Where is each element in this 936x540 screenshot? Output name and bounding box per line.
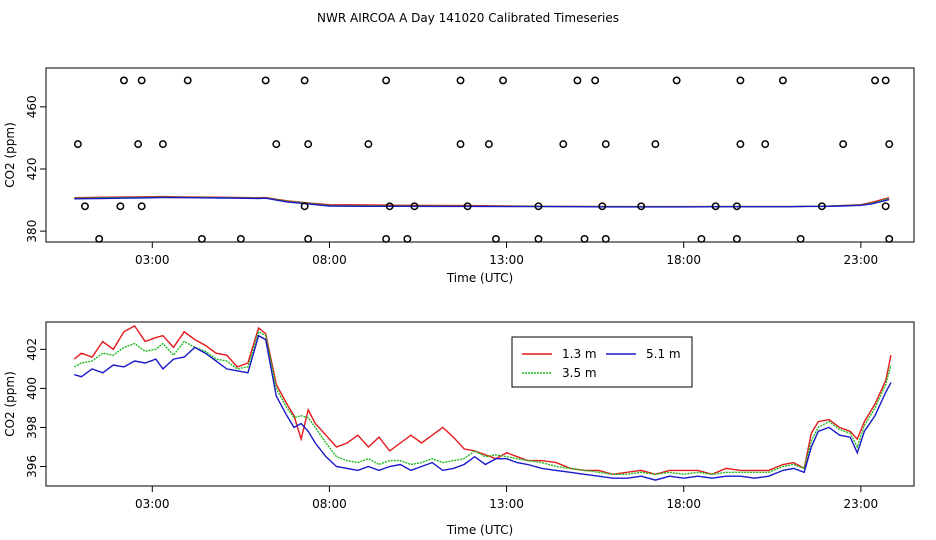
top-plot-marks bbox=[73, 76, 894, 243]
bottom-y-axis-label: CO2 (ppm) bbox=[3, 371, 17, 437]
calibration-point bbox=[382, 76, 391, 85]
y-tick-label: 460 bbox=[25, 95, 39, 118]
legend-box bbox=[511, 336, 693, 388]
x-tick-label: 08:00 bbox=[312, 497, 347, 511]
y-tick-label: 380 bbox=[25, 220, 39, 243]
series-line-1-3-m bbox=[73, 324, 892, 476]
series-line-3-5-m bbox=[73, 330, 892, 476]
calibration-point bbox=[95, 234, 104, 243]
x-tick-label: 03:00 bbox=[135, 253, 170, 267]
y-tick-label: 400 bbox=[25, 377, 39, 400]
x-tick-label: 23:00 bbox=[844, 497, 879, 511]
top-plot-frame bbox=[45, 67, 915, 243]
calibration-point bbox=[580, 234, 589, 243]
legend-label-3-5m: 3.5 m bbox=[562, 366, 597, 380]
top-panel: 03:00 08:00 13:00 18:00 23:00 380 420 460 Time … bbox=[3, 67, 915, 285]
calibration-point bbox=[839, 140, 848, 149]
x-tick-label: 18:00 bbox=[666, 497, 701, 511]
calibration-point bbox=[137, 202, 146, 211]
calibration-point bbox=[778, 76, 787, 85]
calibration-point bbox=[885, 140, 894, 149]
bottom-plot-frame bbox=[45, 321, 915, 487]
calibration-point bbox=[601, 140, 610, 149]
calibration-point bbox=[598, 202, 607, 211]
calibration-point bbox=[300, 202, 309, 211]
calibration-point bbox=[672, 76, 681, 85]
calibration-point bbox=[304, 140, 313, 149]
legend-label-5-1m: 5.1 m bbox=[646, 347, 681, 361]
calibration-point bbox=[410, 202, 419, 211]
x-tick-label: 18:00 bbox=[666, 253, 701, 267]
x-tick-label: 08:00 bbox=[312, 253, 347, 267]
calibration-point bbox=[601, 234, 610, 243]
calibration-point bbox=[637, 202, 646, 211]
y-tick-label: 420 bbox=[25, 158, 39, 181]
y-tick-label: 396 bbox=[25, 455, 39, 478]
calibration-point bbox=[385, 202, 394, 211]
calibration-point bbox=[736, 140, 745, 149]
calibration-point bbox=[73, 140, 82, 149]
calibration-point bbox=[261, 76, 270, 85]
top-x-axis-label: Time (UTC) bbox=[446, 271, 513, 285]
calibration-point bbox=[732, 234, 741, 243]
top-plot-axes: 03:00 08:00 13:00 18:00 23:00 380 420 460 bbox=[25, 95, 878, 267]
calibration-point bbox=[236, 234, 245, 243]
calibration-point bbox=[817, 202, 826, 211]
calibration-point bbox=[761, 140, 770, 149]
legend: 1.3 m 3.5 m 5.1 m bbox=[511, 336, 693, 388]
calibration-point bbox=[484, 140, 493, 149]
calibration-point bbox=[591, 76, 600, 85]
calibration-point bbox=[534, 234, 543, 243]
top-y-axis-label: CO2 (ppm) bbox=[3, 122, 17, 188]
calibration-point bbox=[881, 76, 890, 85]
bottom-plot-marks bbox=[73, 324, 892, 481]
y-tick-label: 398 bbox=[25, 416, 39, 439]
series-line-5-1-m bbox=[74, 196, 890, 208]
calibration-point bbox=[81, 202, 89, 211]
calibration-point bbox=[881, 202, 890, 211]
calibration-point bbox=[697, 234, 706, 243]
calibration-point bbox=[183, 76, 192, 85]
calibration-point bbox=[134, 140, 143, 149]
calibration-point bbox=[796, 234, 805, 243]
bottom-panel: 03:00 08:00 13:00 18:00 23:00 396 398 400 402 Ti… bbox=[3, 321, 915, 537]
calibration-point bbox=[304, 234, 313, 243]
bottom-x-axis-label: Time (UTC) bbox=[446, 523, 513, 537]
calibration-point bbox=[573, 76, 582, 85]
calibration-point bbox=[491, 234, 500, 243]
bottom-plot-axes: 03:00 08:00 13:00 18:00 23:00 396 398 400 402 bbox=[25, 338, 878, 511]
legend-label-1-3m: 1.3 m bbox=[562, 347, 597, 361]
x-tick-label: 13:00 bbox=[489, 497, 524, 511]
calibration-point bbox=[197, 234, 206, 243]
calibration-point bbox=[403, 234, 412, 243]
x-tick-label: 13:00 bbox=[489, 253, 524, 267]
calibration-point bbox=[456, 140, 465, 149]
calibration-point bbox=[559, 140, 568, 149]
calibration-point bbox=[499, 76, 507, 85]
y-tick-label: 402 bbox=[25, 338, 39, 361]
calibration-point bbox=[300, 76, 309, 85]
calibration-point bbox=[534, 202, 543, 211]
calibration-point bbox=[158, 140, 167, 149]
calibration-point bbox=[456, 76, 465, 85]
x-tick-label: 23:00 bbox=[844, 253, 879, 267]
calibration-point bbox=[272, 140, 281, 149]
calibration-point bbox=[119, 76, 128, 85]
calibration-point bbox=[871, 76, 879, 85]
series-line-5-1-m bbox=[74, 334, 892, 481]
calibration-point bbox=[711, 202, 720, 211]
calibration-point bbox=[463, 202, 472, 211]
calibration-point bbox=[116, 202, 125, 211]
x-tick-label: 03:00 bbox=[135, 497, 170, 511]
calibration-point bbox=[382, 234, 391, 243]
calibration-point bbox=[736, 76, 745, 85]
chart-title: NWR AIRCOA A Day 141020 Calibrated Times… bbox=[317, 11, 619, 25]
calibration-point bbox=[137, 76, 146, 85]
calibration-point bbox=[885, 234, 894, 243]
calibration-point bbox=[364, 140, 373, 149]
calibration-point bbox=[651, 140, 660, 149]
calibration-point bbox=[732, 202, 741, 211]
